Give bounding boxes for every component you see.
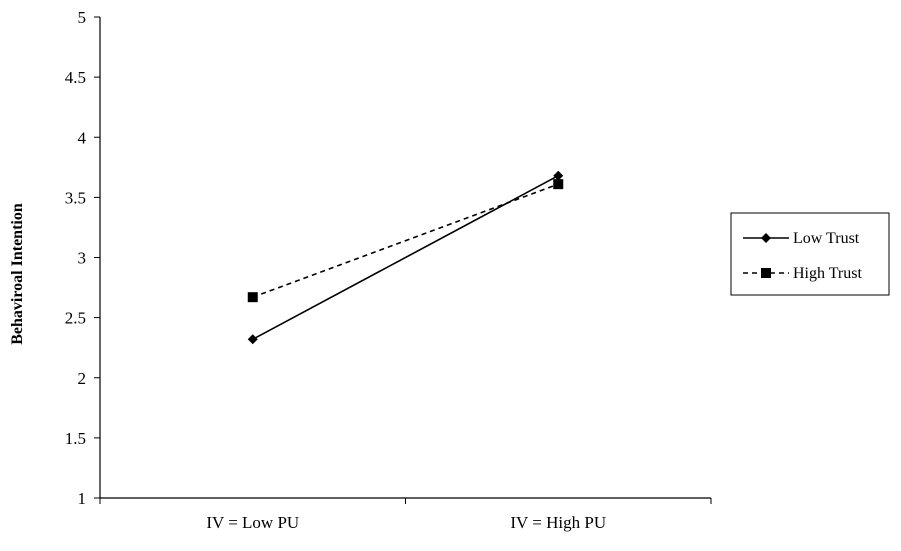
legend-entry: High Trust [743, 265, 862, 282]
x-tick-label: IV = Low PU [206, 513, 299, 532]
data-point [553, 170, 564, 181]
y-tick-label: 2.5 [65, 309, 86, 328]
legend-marker [761, 233, 771, 243]
y-axis-label: Behaviroal Intention [9, 203, 26, 345]
legend-entry: Low Trust [743, 230, 860, 247]
x-tick-label: IV = High PU [510, 513, 606, 532]
series-line [252, 183, 559, 298]
plot-area [247, 170, 564, 345]
data-point [553, 179, 564, 190]
y-tick-label: 4 [78, 128, 87, 147]
legend-marker [761, 268, 771, 278]
x-axis: IV = Low PU IV = High PU [99, 497, 712, 532]
y-tick-label: 5 [78, 8, 87, 27]
data-point [247, 292, 258, 303]
series-line [252, 175, 559, 340]
legend-label: Low Trust [793, 230, 860, 247]
data-point [247, 334, 258, 345]
y-tick-label: 4.5 [65, 68, 86, 87]
series-high-trust [247, 179, 564, 303]
legend-box [730, 212, 890, 296]
legend-label: High Trust [793, 265, 862, 282]
y-axis: 1 1.5 2 2.5 3 3.5 4 4.5 5 [65, 8, 101, 508]
y-tick-label: 3.5 [65, 188, 86, 207]
series-low-trust [247, 170, 564, 345]
y-tick-label: 1 [78, 489, 87, 508]
legend: Low Trust High Trust [730, 212, 890, 296]
y-tick-label: 1.5 [65, 429, 86, 448]
y-tick-label: 2 [78, 369, 87, 388]
y-tick-label: 3 [78, 249, 87, 268]
